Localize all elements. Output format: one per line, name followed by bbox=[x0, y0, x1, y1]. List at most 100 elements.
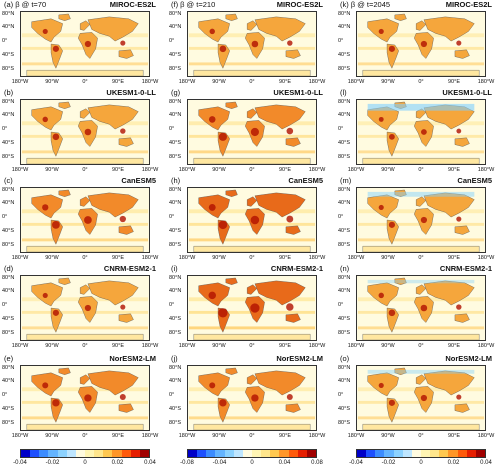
lat-tick-label: 40°N bbox=[338, 288, 351, 294]
colorbar-tick-label: 0 bbox=[419, 460, 423, 466]
model-title: CanESM5 bbox=[121, 176, 156, 185]
hotspot-mark bbox=[42, 382, 49, 389]
colorbar-ticks: -0.04 -0.02 0 0.02 0.04 bbox=[346, 460, 496, 470]
lat-tick-label: 40°S bbox=[169, 228, 181, 234]
panel-label: (c) bbox=[4, 176, 13, 185]
colorbar-swatch bbox=[57, 450, 67, 457]
continent-region bbox=[87, 104, 139, 130]
continent-region bbox=[454, 313, 470, 323]
map-frame bbox=[356, 275, 486, 341]
lat-tick-label: 40°S bbox=[338, 316, 350, 322]
lon-tick-label: 0° bbox=[82, 255, 88, 261]
colorbar-swatch bbox=[103, 450, 113, 457]
lat-tick-label: 80°S bbox=[169, 242, 181, 248]
lon-tick-label: 0° bbox=[418, 167, 424, 173]
lon-tick-label: 90°W bbox=[381, 79, 395, 85]
lon-tick-label: 90°W bbox=[212, 255, 226, 261]
lat-tick-label: 80°S bbox=[169, 154, 181, 160]
ocean-band bbox=[188, 326, 316, 330]
lat-tick-label: 80°S bbox=[338, 66, 350, 72]
continent-region bbox=[394, 367, 407, 375]
model-title: MIROC-ES2L bbox=[109, 0, 156, 9]
lon-tick-label: 0° bbox=[82, 343, 88, 349]
map-panel: (n) CNRM-ESM2-1 80°N 40°N 0° 40°S 80°S 180°W 90°… bbox=[338, 264, 498, 354]
hotspot-mark bbox=[378, 204, 384, 210]
hotspot-mark bbox=[420, 394, 428, 402]
lat-tick-label: 40°N bbox=[2, 200, 15, 206]
hotspot-mark bbox=[219, 45, 227, 53]
model-title: CanESM5 bbox=[457, 176, 492, 185]
hotspot-mark bbox=[120, 128, 126, 134]
hotspot-mark bbox=[420, 216, 428, 224]
lon-tick-label: 90°W bbox=[212, 167, 226, 173]
lon-tick-label: 0° bbox=[249, 79, 255, 85]
lon-tick-label: 90°E bbox=[448, 343, 460, 349]
map-frame bbox=[187, 365, 317, 431]
lat-tick-label: 80°S bbox=[169, 66, 181, 72]
model-title: CNRM-ESM2-1 bbox=[439, 264, 492, 273]
lon-tick-label: 90°E bbox=[279, 79, 291, 85]
map-frame bbox=[20, 99, 150, 165]
colorbar-swatch bbox=[457, 450, 467, 457]
hotspot-mark bbox=[251, 394, 259, 402]
lat-tick-label: 80°N bbox=[169, 365, 182, 371]
continent-region bbox=[254, 16, 306, 42]
continent-region bbox=[246, 374, 258, 385]
map-frame bbox=[356, 11, 486, 77]
lat-tick-label: 80°S bbox=[2, 154, 14, 160]
colorbar bbox=[187, 449, 317, 458]
lon-tick-label: 90°W bbox=[212, 79, 226, 85]
hotspot-mark bbox=[84, 216, 92, 224]
map-panel: (h) CanESM5 80°N 40°N 0° 40°S 80°S 180°W 90°W 0° 9… bbox=[169, 176, 329, 266]
lat-tick-label: 40°S bbox=[338, 140, 350, 146]
continent-region bbox=[58, 277, 71, 285]
lon-tick-label: 180°W bbox=[11, 79, 29, 85]
lat-tick-label: 40°N bbox=[169, 378, 182, 384]
lon-tick-label: 180°W bbox=[11, 433, 29, 439]
lon-tick-label: 180°W bbox=[178, 433, 196, 439]
lat-tick-label: 0° bbox=[338, 302, 344, 308]
continent-region bbox=[225, 101, 238, 109]
lon-tick-label: 180°W bbox=[308, 343, 326, 349]
negative-region bbox=[367, 103, 475, 111]
panel-label: (f) β @ t=210 bbox=[171, 0, 216, 9]
continent-region bbox=[79, 196, 91, 207]
lon-tick-label: 90°E bbox=[112, 79, 124, 85]
colorbar bbox=[356, 449, 486, 458]
panel-label: (k) β @ t=2045 bbox=[340, 0, 391, 9]
lon-tick-label: 90°W bbox=[212, 433, 226, 439]
continent-region bbox=[394, 13, 407, 21]
lon-tick-label: 180°W bbox=[11, 255, 29, 261]
continent-region bbox=[118, 403, 134, 413]
panel-label: (o) bbox=[340, 354, 350, 363]
panel-label: (e) bbox=[4, 354, 14, 363]
antarctica-region bbox=[193, 245, 311, 252]
lon-tick-label: 180°W bbox=[477, 79, 495, 85]
map-panel: (o) NorESM2-LM 80°N 40°N 0° 40°S 80°S 180°W 90°W… bbox=[338, 354, 498, 444]
continent-region bbox=[285, 403, 301, 413]
hotspot-mark bbox=[42, 116, 48, 123]
colorbar-swatch bbox=[393, 450, 403, 457]
colorbar-swatch bbox=[261, 450, 271, 457]
lon-tick-label: 90°E bbox=[448, 79, 460, 85]
colorbar-tick-label: -0.04 bbox=[212, 460, 227, 466]
ocean-band bbox=[21, 326, 149, 330]
ocean-band bbox=[357, 416, 485, 420]
continent-region bbox=[58, 367, 71, 375]
continent-region bbox=[254, 370, 306, 396]
colorbar-swatch bbox=[411, 450, 421, 457]
lat-tick-label: 40°N bbox=[169, 112, 182, 118]
hotspot-mark bbox=[456, 394, 462, 400]
lat-tick-label: 40°S bbox=[2, 228, 14, 234]
continent-region bbox=[423, 280, 475, 306]
continent-region bbox=[246, 284, 258, 295]
lat-tick-label: 80°N bbox=[2, 11, 15, 17]
world-map bbox=[188, 276, 316, 340]
colorbar-swatch bbox=[297, 450, 307, 457]
hotspot-mark bbox=[286, 303, 294, 311]
colorbar-swatch bbox=[306, 450, 316, 457]
antarctica-region bbox=[193, 157, 311, 164]
map-panel: (a) β @ t=70 MIROC-ES2L 80°N 40°N 0° 40°S 80°S… bbox=[2, 0, 162, 90]
panel-label: (a) β @ t=70 bbox=[4, 0, 47, 9]
hotspot-mark bbox=[250, 303, 260, 313]
